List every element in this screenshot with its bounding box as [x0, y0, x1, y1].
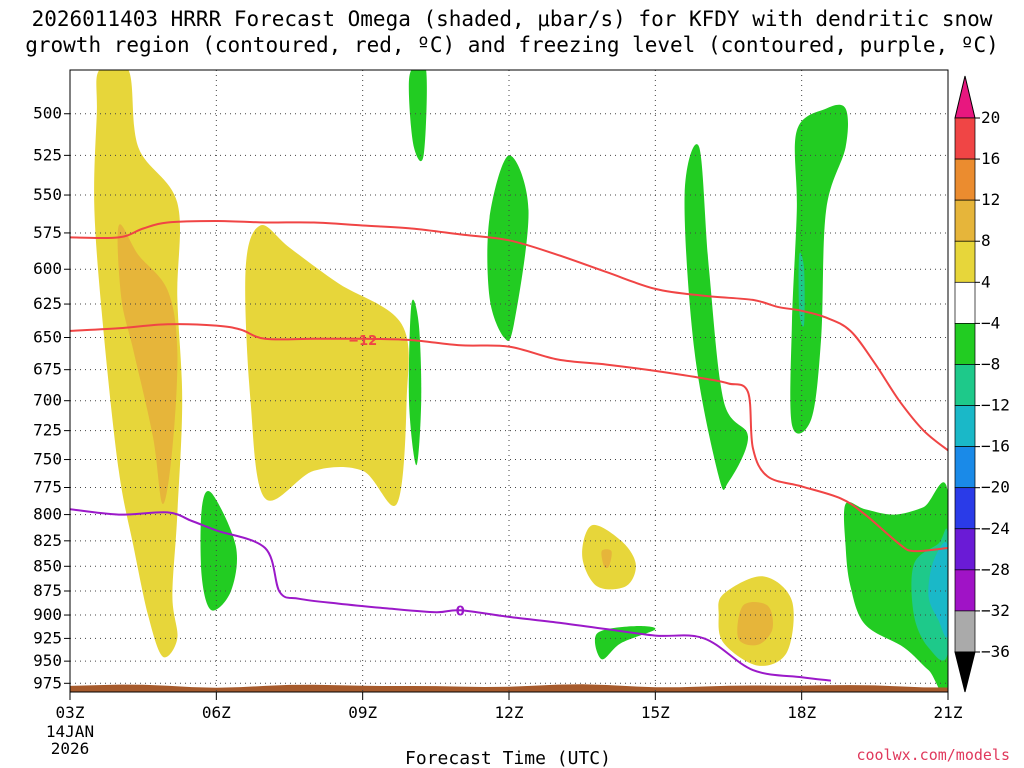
y-tick-label-550: 550 — [33, 185, 62, 204]
colorbar: 20 16 12 8 4 −4 −8 −12 −16 −20 −24 −28 −32 −36 — [954, 75, 1010, 693]
x-tick-label-12Z: 12Z — [495, 703, 524, 722]
omega-region-upward-8-to-12-d — [737, 601, 773, 646]
colorbar-label-3: 8 — [981, 231, 991, 250]
y-tick-label-850: 850 — [33, 556, 62, 575]
chart-title-line1: 2026011403 HRRR Forecast Omega (shaded, … — [31, 7, 993, 31]
colorbar-band-2 — [954, 199, 976, 242]
colorbar-label-12: −32 — [981, 601, 1010, 620]
colorbar-label-8: −16 — [981, 437, 1010, 456]
y-tick-label-600: 600 — [33, 259, 62, 278]
colorbar-label-13: −36 — [981, 642, 1010, 661]
colorbar-label-4: 4 — [981, 272, 991, 291]
omega-region-downward-4-to-8-b — [408, 299, 422, 466]
x-tick-label-18Z: 18Z — [787, 703, 816, 722]
y-tick-label-725: 725 — [33, 421, 62, 440]
y-tick-label-750: 750 — [33, 450, 62, 469]
x-tick-label-03Z: 03Z — [56, 703, 85, 722]
colorbar-band-8 — [954, 446, 976, 489]
colorbar-band-0 — [954, 117, 976, 160]
omega-region-downward-4-to-8-f — [200, 490, 238, 611]
x-date-line1: 14JAN — [46, 722, 94, 741]
colorbar-band-10 — [954, 528, 976, 571]
colorbar-band-7 — [954, 405, 976, 447]
colorbar-top-arrow — [954, 75, 976, 119]
terrain-fill — [70, 684, 948, 692]
y-tick-label-650: 650 — [33, 328, 62, 347]
y-tick-label-500: 500 — [33, 104, 62, 123]
x-axis-label: Forecast Time (UTC) — [405, 748, 611, 768]
colorbar-band-3 — [954, 240, 976, 283]
terrain-surface — [70, 684, 948, 692]
contour-label-dgz-bottom: −12 — [348, 334, 377, 349]
omega-region-downward-4-to-8-h — [843, 482, 948, 692]
colorbar-band-4 — [954, 281, 976, 324]
omega-region-downward-4-to-8-d — [684, 144, 749, 490]
chart-title: 2026011403 HRRR Forecast Omega (shaded, … — [0, 6, 1024, 58]
contour-label-freezing-level: 0 — [456, 604, 465, 619]
x-axis: 03Z 06Z 09Z 12Z 15Z 18Z 21Z — [56, 692, 963, 722]
omega-region-upward-8-to-12-c — [601, 549, 612, 569]
colorbar-bottom-arrow — [954, 651, 976, 693]
colorbar-label-0: 20 — [981, 108, 1000, 127]
omega-shaded-regions — [94, 70, 948, 692]
credit-text: coolwx.com/models — [856, 746, 1010, 764]
colorbar-band-12 — [954, 610, 976, 653]
y-tick-label-800: 800 — [33, 505, 62, 524]
colorbar-band-1 — [954, 158, 976, 201]
x-tick-label-06Z: 06Z — [202, 703, 231, 722]
colorbar-band-5 — [954, 323, 976, 365]
chart-title-line2: growth region (contoured, red, ºC) and f… — [25, 33, 999, 57]
omega-region-downward-4-to-8-e — [790, 104, 848, 434]
y-tick-label-625: 625 — [33, 294, 62, 313]
y-tick-label-775: 775 — [33, 478, 62, 497]
omega-region-upward-4-to-8-b — [245, 224, 409, 507]
colorbar-label-7: −12 — [981, 396, 1010, 415]
omega-region-downward-8-to-12-e — [798, 252, 805, 327]
colorbar-label-6: −8 — [981, 354, 1000, 373]
contour-dgz-top — [70, 219, 948, 452]
y-tick-label-700: 700 — [33, 391, 62, 410]
colorbar-label-10: −24 — [981, 519, 1010, 538]
y-tick-label-825: 825 — [33, 531, 62, 550]
y-tick-label-900: 900 — [33, 605, 62, 624]
omega-region-downward-12-to-16-h — [928, 542, 948, 638]
y-tick-label-525: 525 — [33, 145, 62, 164]
colorbar-label-2: 12 — [981, 190, 1000, 209]
y-tick-label-575: 575 — [33, 223, 62, 242]
colorbar-label-1: 16 — [981, 149, 1000, 168]
colorbar-label-11: −28 — [981, 560, 1010, 579]
x-tick-label-21Z: 21Z — [934, 703, 963, 722]
y-tick-label-675: 675 — [33, 360, 62, 379]
colorbar-label-9: −20 — [981, 478, 1010, 497]
temperature-contours: −12 0 — [70, 219, 948, 682]
colorbar-band-9 — [954, 487, 976, 530]
colorbar-label-5: −4 — [981, 313, 1000, 332]
omega-region-downward-4-to-8-c — [487, 155, 529, 341]
y-tick-label-925: 925 — [33, 628, 62, 647]
colorbar-band-11 — [954, 569, 976, 612]
contour-dgz-bottom — [70, 323, 948, 553]
y-tick-label-875: 875 — [33, 581, 62, 600]
y-axis: 500 525 550 575 600 625 650 675 700 725 750 775 800 8… — [33, 104, 70, 692]
omega-region-upward-8-to-12-a — [117, 224, 178, 504]
x-tick-label-15Z: 15Z — [641, 703, 670, 722]
y-tick-label-975: 975 — [33, 673, 62, 692]
y-tick-label-950: 950 — [33, 651, 62, 670]
x-date-line2: 2026 — [51, 739, 90, 758]
grid-lines — [70, 70, 948, 692]
colorbar-band-6 — [954, 364, 976, 406]
contour-freezing-level — [70, 508, 832, 682]
x-tick-label-09Z: 09Z — [348, 703, 377, 722]
omega-region-downward-4-to-8-a — [408, 70, 427, 162]
